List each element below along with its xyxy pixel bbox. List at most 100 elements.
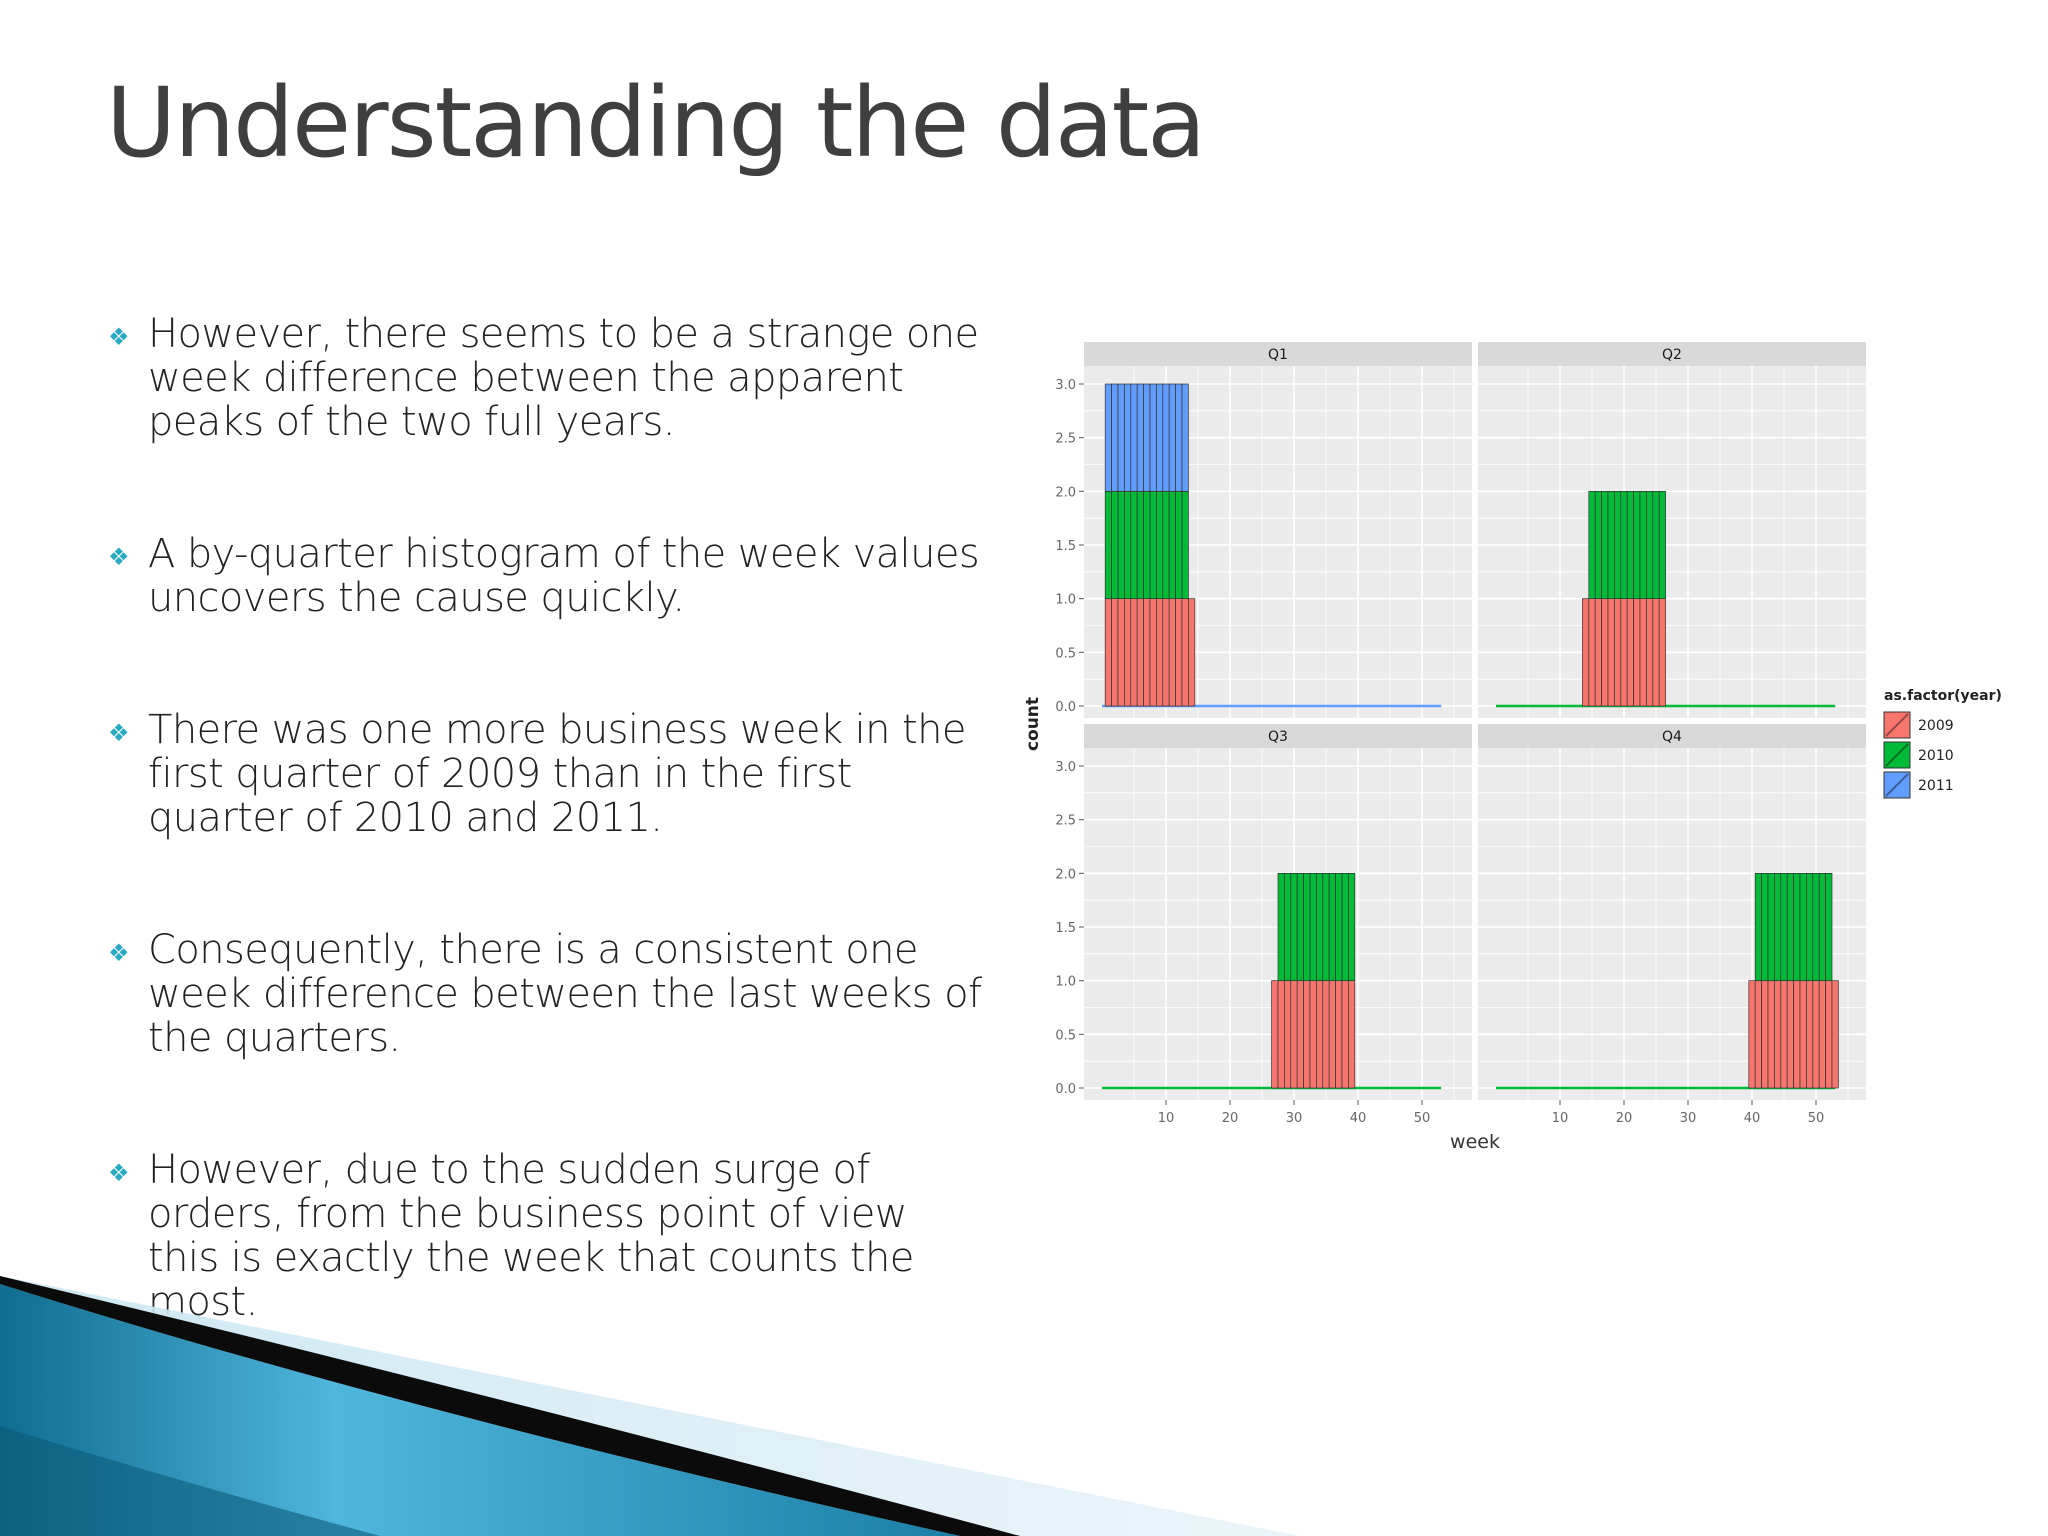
y-tick-label: 1.0 xyxy=(1055,975,1076,990)
histogram-bar xyxy=(1761,980,1769,1089)
histogram-bar xyxy=(1303,980,1311,1089)
y-tick-label: 1.5 xyxy=(1055,539,1076,554)
histogram-bar xyxy=(1786,872,1794,982)
histogram-bar xyxy=(1296,980,1304,1089)
histogram-bar xyxy=(1309,872,1317,982)
diamond-bullet-icon: ❖ xyxy=(108,543,130,571)
histogram-bar xyxy=(1130,598,1138,707)
histogram-bar xyxy=(1799,980,1807,1089)
histogram-bar xyxy=(1825,980,1833,1089)
y-tick-label: 0.5 xyxy=(1055,1028,1076,1043)
histogram-bar xyxy=(1290,872,1298,982)
histogram-bar xyxy=(1104,490,1112,600)
histogram-bar xyxy=(1761,872,1769,982)
histogram-bar xyxy=(1620,490,1628,600)
histogram-bar xyxy=(1168,383,1176,492)
histogram-bar xyxy=(1806,980,1814,1089)
histogram-bar xyxy=(1646,598,1654,707)
bullet-list: ❖ However, there seems to be a strange o… xyxy=(108,312,988,1412)
x-tick-label: 20 xyxy=(1222,1111,1239,1126)
y-tick-label: 1.0 xyxy=(1055,593,1076,608)
histogram-bar xyxy=(1168,490,1176,600)
slide-title: Understanding the data xyxy=(106,67,1206,179)
histogram-bar xyxy=(1633,490,1641,600)
histogram-bar xyxy=(1188,598,1196,707)
bullet-text: A by-quarter histogram of the week value… xyxy=(148,531,980,621)
histogram-bar xyxy=(1277,872,1285,982)
histogram-bar xyxy=(1341,980,1349,1089)
x-tick-label: 40 xyxy=(1350,1111,1367,1126)
histogram-bar xyxy=(1658,598,1666,707)
histogram-bar xyxy=(1143,383,1151,492)
histogram-bar xyxy=(1601,598,1609,707)
histogram-bar xyxy=(1348,980,1356,1089)
facet-panel xyxy=(1478,366,1866,718)
histogram-bar xyxy=(1601,490,1609,600)
histogram-bar xyxy=(1168,598,1176,707)
x-axis-title: week xyxy=(1450,1131,1500,1153)
histogram-bar xyxy=(1322,872,1330,982)
diamond-bullet-icon: ❖ xyxy=(108,1159,130,1187)
histogram-bar xyxy=(1136,383,1144,492)
diamond-bullet-icon: ❖ xyxy=(108,719,130,747)
facet-label: Q1 xyxy=(1268,347,1288,363)
histogram-bar xyxy=(1117,490,1125,600)
histogram-bar xyxy=(1316,980,1324,1089)
histogram-bar xyxy=(1831,980,1839,1089)
histogram-bar xyxy=(1175,598,1183,707)
histogram-bar xyxy=(1341,872,1349,982)
facet-strip xyxy=(1084,342,1472,366)
corner-swoosh-decoration xyxy=(0,1276,1300,1536)
histogram-bar xyxy=(1156,383,1164,492)
histogram-bar xyxy=(1335,872,1343,982)
histogram-bar xyxy=(1296,872,1304,982)
histogram-bar xyxy=(1614,598,1622,707)
histogram-bar xyxy=(1639,598,1647,707)
histogram-bar xyxy=(1594,598,1602,707)
histogram-bar xyxy=(1104,383,1112,492)
facet-label: Q4 xyxy=(1662,729,1682,745)
histogram-bar xyxy=(1111,383,1119,492)
y-tick-label: 2.0 xyxy=(1055,867,1076,882)
histogram-bar xyxy=(1774,872,1782,982)
y-tick-label: 3.0 xyxy=(1055,760,1076,775)
x-tick-label: 30 xyxy=(1286,1111,1303,1126)
histogram-bar xyxy=(1754,872,1762,982)
histogram-bar xyxy=(1582,598,1590,707)
legend-label: 2009 xyxy=(1918,718,1954,734)
histogram-bar xyxy=(1111,490,1119,600)
histogram-bar xyxy=(1162,490,1170,600)
facet-label: Q3 xyxy=(1268,729,1288,745)
histogram-bar xyxy=(1652,490,1660,600)
histogram-bar xyxy=(1786,980,1794,1089)
histogram-bar xyxy=(1646,490,1654,600)
histogram-bar xyxy=(1149,383,1157,492)
y-tick-label: 1.5 xyxy=(1055,921,1076,936)
y-tick-label: 3.0 xyxy=(1055,378,1076,393)
histogram-bar xyxy=(1271,980,1279,1089)
legend-key-slash xyxy=(1885,773,1909,797)
histogram-bar xyxy=(1124,490,1132,600)
y-tick-label: 0.5 xyxy=(1055,646,1076,661)
histogram-bar xyxy=(1156,490,1164,600)
x-tick-label: 50 xyxy=(1808,1111,1825,1126)
histogram-bar xyxy=(1284,872,1292,982)
histogram-bar xyxy=(1290,980,1298,1089)
histogram-bar xyxy=(1111,598,1119,707)
histogram-bar xyxy=(1284,980,1292,1089)
faceted-histogram: Q1 0.0 0.5 1.0 1.5 2.0 2.5 3.0 Q2 Q3 0.0 0.5 1.0 1.5 2… xyxy=(1020,330,2040,1190)
histogram-bar xyxy=(1104,598,1112,707)
diamond-bullet-icon: ❖ xyxy=(108,323,130,351)
histogram-bar xyxy=(1130,490,1138,600)
y-tick-label: 2.5 xyxy=(1055,432,1076,447)
histogram-bar xyxy=(1124,598,1132,707)
histogram-bar xyxy=(1825,872,1833,982)
y-tick-label: 0.0 xyxy=(1055,1082,1076,1097)
histogram-bar xyxy=(1806,872,1814,982)
legend-label: 2011 xyxy=(1918,778,1954,794)
bullet-item: ❖ However, there seems to be a strange o… xyxy=(108,312,988,444)
histogram-bar xyxy=(1658,490,1666,600)
bullet-item: ❖ There was one more business week in th… xyxy=(108,708,988,840)
histogram-bar xyxy=(1588,490,1596,600)
